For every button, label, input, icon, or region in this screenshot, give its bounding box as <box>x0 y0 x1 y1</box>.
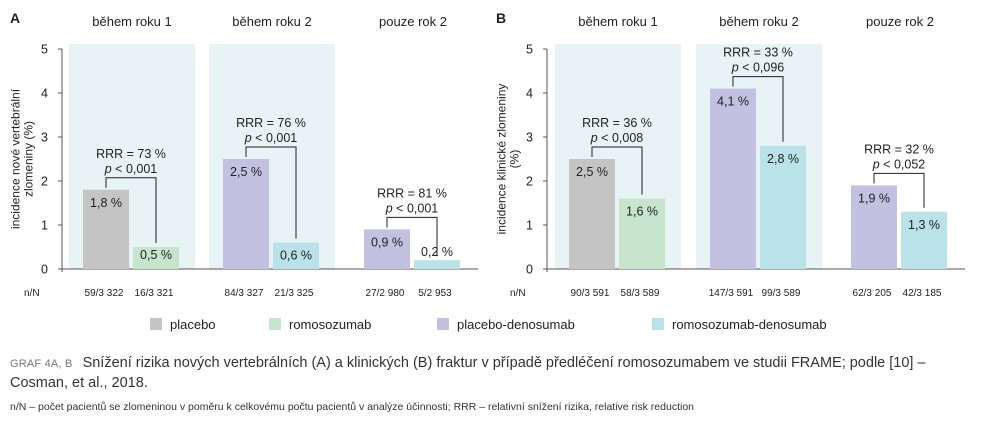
y-tick-label: 3 <box>41 131 48 145</box>
group-title: během roku 1 <box>92 14 172 29</box>
n-value: 84/3 327 <box>225 288 264 299</box>
bar-value-label: 1,3 % <box>908 218 940 232</box>
bar-value-label: 1,9 % <box>858 191 890 205</box>
comparison-bracket <box>591 146 643 195</box>
legend-label: placebo <box>170 317 216 332</box>
rrr-label: RRR = 73 % <box>96 147 166 161</box>
n-value: 21/3 325 <box>275 288 314 299</box>
n-value: 147/3 591 <box>709 288 754 299</box>
y-tick-label: 5 <box>41 43 48 57</box>
bar-value-label: 1,8 % <box>90 196 122 210</box>
n-value: 5/2 953 <box>418 288 452 299</box>
n-value: 59/3 322 <box>85 288 124 299</box>
p-value: p < 0,001 <box>385 201 439 215</box>
y-tick-label: 2 <box>41 175 48 189</box>
bar <box>364 229 410 269</box>
bar-value-label: 2,8 % <box>767 152 799 166</box>
legend-item-placebo-denosumab: placebo-denosumab <box>437 317 575 332</box>
legend-swatch <box>150 318 162 330</box>
group-title: během roku 1 <box>578 14 658 29</box>
comparison-bracket <box>245 146 297 239</box>
bar-value-label: 2,5 % <box>576 165 608 179</box>
p-value: p < 0,001 <box>244 131 298 145</box>
n-value: 90/3 591 <box>571 288 610 299</box>
legend-swatch <box>269 318 281 330</box>
rrr-label: RRR = 36 % <box>582 116 652 130</box>
group-title: pouze rok 2 <box>866 14 934 29</box>
n-value: 99/3 589 <box>762 288 801 299</box>
footnote: n/N – počet pacientů se zlomeninou v pom… <box>10 401 695 413</box>
n-value: 42/3 185 <box>903 288 942 299</box>
panel-A: A 0 1 2 3 4 5 incidence nové vertebrálnízlomeni… <box>9 10 478 299</box>
bar <box>83 189 129 269</box>
bar <box>414 260 460 269</box>
bar <box>133 247 179 269</box>
legend-item-romosozumab-denosumab: romosozumab-denosumab <box>652 317 827 332</box>
y-tick-label: 0 <box>41 263 48 277</box>
legend-item-placebo: placebo <box>150 317 216 332</box>
p-value: p < 0,001 <box>104 162 158 176</box>
bar <box>851 185 897 269</box>
group-title: během roku 2 <box>232 14 312 29</box>
panel-letter: A <box>10 10 20 26</box>
bar <box>273 242 319 269</box>
bar-value-label: 4,1 % <box>717 95 749 109</box>
legend-item-romosozumab: romosozumab <box>269 317 371 332</box>
legend-swatch <box>437 318 449 330</box>
n-value: 58/3 589 <box>621 288 660 299</box>
caption-text: Snížení rizika nových vertebrálních (A) … <box>10 355 926 391</box>
rrr-label: RRR = 81 % <box>377 186 447 200</box>
bar <box>901 211 947 269</box>
y-tick-label: 4 <box>526 87 533 101</box>
y-axis-label: incidence klinické zlomeniny(%) <box>495 84 522 235</box>
y-tick-label: 1 <box>41 219 48 233</box>
bar <box>619 198 665 269</box>
n-row-label: n/N <box>24 288 40 299</box>
y-tick-label: 5 <box>526 43 533 57</box>
bar-value-label: 0,6 % <box>280 249 312 263</box>
y-tick-label: 3 <box>526 131 533 145</box>
figure-caption: GRAF 4A, B Snížení rizika nových vertebr… <box>10 354 972 393</box>
legend: placebo romosozumab placebo-denosumab romos… <box>150 317 827 332</box>
legend-label: placebo-denosumab <box>457 317 575 332</box>
group-title: během roku 2 <box>719 14 799 29</box>
y-tick-label: 4 <box>41 87 48 101</box>
rrr-label: RRR = 32 % <box>864 142 934 156</box>
figure: A 0 1 2 3 4 5 incidence nové vertebrálnízlomeni… <box>9 10 965 332</box>
bar <box>223 159 269 269</box>
n-value: 62/3 205 <box>853 288 892 299</box>
group-title: pouze rok 2 <box>379 14 447 29</box>
p-value: p < 0,096 <box>731 61 785 75</box>
bar-value-label: 0,9 % <box>371 235 403 249</box>
caption-label: GRAF 4A, B <box>10 358 73 370</box>
comparison-bracket <box>105 177 157 243</box>
legend-label: romosozumab-denosumab <box>672 317 827 332</box>
comparison-bracket <box>386 216 438 257</box>
p-value: p < 0,008 <box>590 131 644 145</box>
bar-value-label: 2,5 % <box>230 165 262 179</box>
panel-letter: B <box>496 10 506 26</box>
comparison-bracket <box>873 172 925 208</box>
bar <box>569 159 615 269</box>
n-value: 16/3 321 <box>135 288 174 299</box>
rrr-label: RRR = 33 % <box>723 46 793 60</box>
n-row-label: n/N <box>510 288 526 299</box>
legend-swatch <box>652 318 664 330</box>
y-tick-label: 2 <box>526 175 533 189</box>
comparison-bracket <box>732 76 784 142</box>
bar-value-label: 1,6 % <box>626 205 658 219</box>
n-value: 27/2 980 <box>366 288 405 299</box>
legend-label: romosozumab <box>289 317 371 332</box>
rrr-label: RRR = 76 % <box>236 116 306 130</box>
panel-B: B 0 1 2 3 4 5 incidence klinické zlomeniny(%) n/… <box>495 10 965 299</box>
bar <box>760 145 806 269</box>
y-axis-label: incidence nové vertebrálnízlomeniny (%) <box>9 88 36 229</box>
y-tick-label: 1 <box>526 219 533 233</box>
p-value: p < 0,052 <box>872 157 926 171</box>
y-tick-label: 0 <box>526 263 533 277</box>
bar <box>710 88 756 269</box>
bar-value-label: 0,5 % <box>140 248 172 262</box>
